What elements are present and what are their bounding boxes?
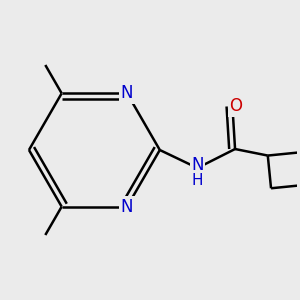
Text: N: N [121,198,133,216]
Text: N: N [121,84,133,102]
Text: N: N [191,156,204,174]
Text: H: H [192,173,203,188]
Text: O: O [229,98,242,116]
